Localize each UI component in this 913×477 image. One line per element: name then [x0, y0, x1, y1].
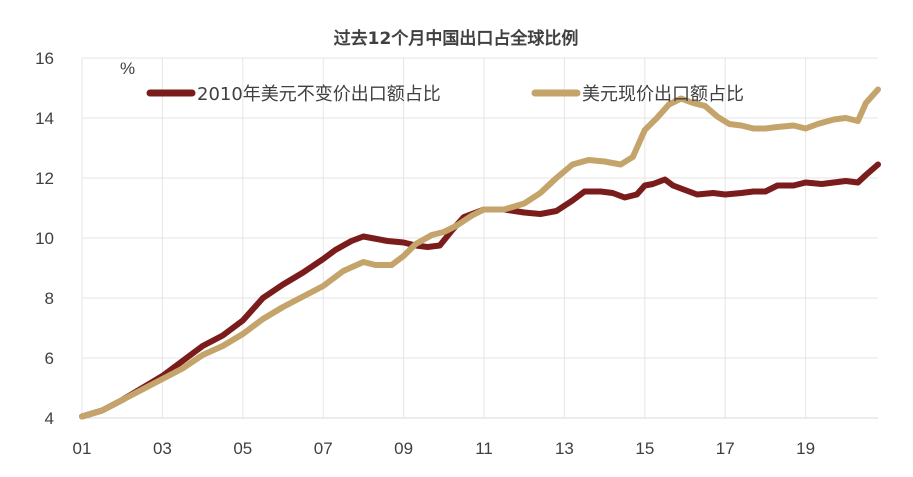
y-tick-label: 12: [35, 169, 54, 188]
series-line-1: [79, 86, 881, 420]
chart-title: 过去12个月中国出口占全球比例: [334, 28, 579, 49]
chart-legend: 2010年美元不变价出口额占比 美元现价出口额占比: [146, 84, 744, 105]
y-unit-label: %: [120, 59, 135, 78]
x-tick-label: 15: [635, 439, 654, 458]
x-tick-label: 05: [233, 439, 252, 458]
x-tick-label: 01: [73, 439, 92, 458]
y-tick-label: 14: [35, 109, 54, 128]
y-tick-label: 6: [45, 349, 54, 368]
x-tick-label: 13: [555, 439, 574, 458]
y-tick-label: 4: [45, 409, 54, 428]
x-tick-label: 09: [394, 439, 413, 458]
x-tick-label: 11: [475, 439, 493, 458]
series-line-0: [79, 161, 881, 420]
series-lines: [79, 86, 881, 420]
x-tick-label: 07: [314, 439, 333, 458]
y-axis-ticks: 4 6 8 10 12 14 16: [35, 49, 54, 428]
legend-label-current-price: 美元现价出口额占比: [582, 84, 744, 105]
y-tick-label: 10: [35, 229, 54, 248]
x-axis-ticks: 01 03 05 07 09 11 13 15 17 19: [73, 439, 816, 458]
y-tick-label: 8: [45, 289, 54, 308]
legend-label-constant-price: 2010年美元不变价出口额占比: [197, 84, 441, 105]
x-tick-label: 19: [796, 439, 815, 458]
x-tick-label: 03: [153, 439, 172, 458]
gridlines: [81, 57, 878, 419]
y-tick-label: 16: [35, 49, 54, 68]
x-tick-label: 17: [716, 439, 735, 458]
